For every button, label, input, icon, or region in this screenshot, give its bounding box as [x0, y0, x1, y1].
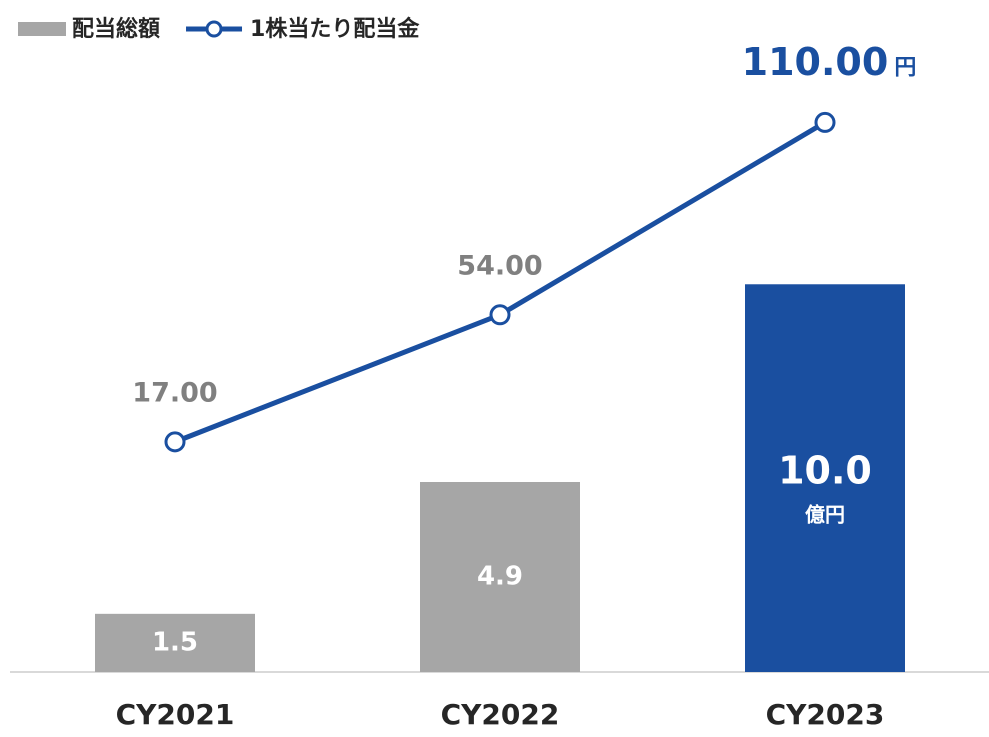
line	[174, 120, 827, 445]
bar-value-label: 1.5	[152, 627, 198, 657]
line-value-label: 17.00	[132, 377, 217, 408]
bar-unit-label: 億円	[805, 503, 845, 527]
bar	[420, 482, 580, 672]
line-marker	[164, 431, 186, 453]
x-tick-label: CY2022	[441, 698, 560, 731]
line-marker	[814, 111, 836, 133]
line-value-label: 54.00	[457, 250, 542, 281]
bar-value-label: 10.0	[778, 449, 872, 493]
bar-value-label: 4.9	[477, 562, 523, 592]
line-marker	[489, 304, 511, 326]
legend-swatch	[18, 22, 66, 36]
bar	[95, 613, 255, 672]
line-value-label: 110.00	[742, 40, 889, 84]
legend-label: 配当総額	[72, 16, 160, 42]
line-unit-label: 円	[894, 55, 916, 80]
x-tick-label: CY2023	[766, 698, 885, 731]
legend-label: 1株当たり配当金	[250, 16, 420, 42]
bar	[745, 284, 905, 672]
x-tick-label: CY2021	[116, 698, 235, 731]
legend-marker	[205, 20, 223, 38]
